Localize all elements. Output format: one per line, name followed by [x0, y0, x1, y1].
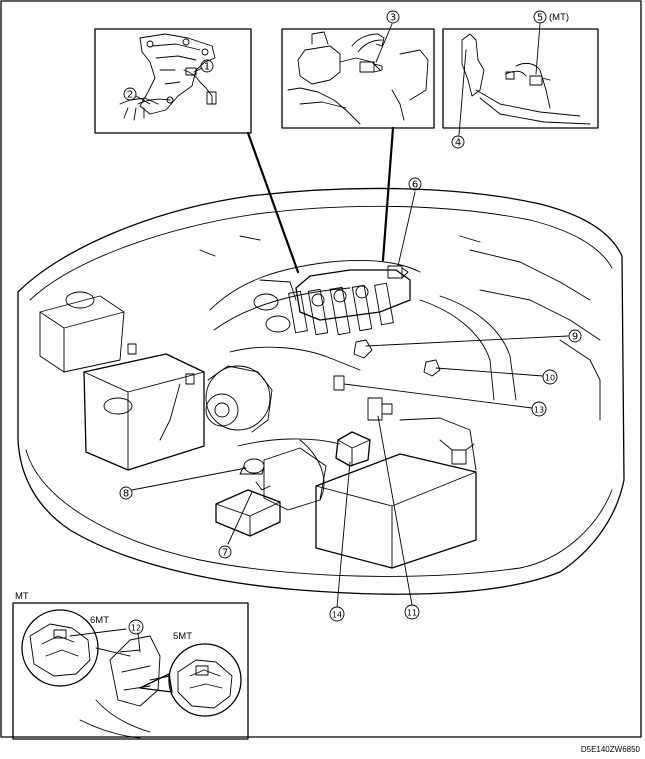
- bracket-right: [439, 439, 475, 465]
- leader-left-inset: [246, 131, 300, 274]
- callout-6: 6: [408, 177, 422, 191]
- callout-10: 10: [542, 369, 558, 385]
- callout-7: 7: [218, 545, 232, 559]
- callout-11-text: 11: [407, 609, 417, 618]
- callout-14: 14: [329, 606, 345, 622]
- callout-12: 12: [128, 619, 144, 635]
- callout-2-text: 2: [127, 90, 133, 101]
- callout-13: 13: [531, 401, 547, 417]
- leader-middle-inset: [381, 126, 395, 262]
- six-mt-label: 6MT: [90, 615, 109, 626]
- callout-4: 4: [451, 135, 465, 149]
- component-13-sensor: [333, 375, 345, 391]
- component-7-module: [215, 481, 281, 537]
- figure-code: D5E140ZW6850: [581, 745, 641, 754]
- component-14-sensor: [335, 431, 371, 467]
- engine-bay: [17, 187, 625, 595]
- callout-6-text: 6: [412, 180, 418, 191]
- component-11-sensor: [367, 397, 393, 421]
- component-10-sensor: [423, 359, 441, 377]
- component-6-sensor: [387, 265, 409, 279]
- component-9-sensor: [353, 339, 373, 359]
- callout-7-text: 7: [222, 548, 228, 559]
- inset-box-middle: [281, 28, 435, 129]
- component-8-sensor: [239, 458, 265, 475]
- callout-8: 8: [119, 486, 133, 500]
- callout-13-text: 13: [534, 406, 544, 415]
- callout-14-text: 14: [332, 611, 342, 620]
- five-mt-label: 5MT: [173, 631, 192, 642]
- callout-1: 1: [200, 59, 214, 73]
- callout-8-text: 8: [123, 489, 129, 500]
- callout-5-text: 5: [537, 13, 543, 24]
- callout-leaders: [131, 23, 569, 608]
- callout-11: 11: [404, 604, 420, 620]
- callout-1-text: 1: [204, 62, 210, 73]
- callout-10-text: 10: [545, 374, 555, 383]
- callout-5: 5 (MT): [533, 10, 569, 24]
- callout-12-text: 12: [131, 624, 141, 633]
- callout-2: 2: [123, 87, 137, 101]
- inset-box-left: [94, 28, 252, 134]
- callout-9: 9: [568, 329, 582, 343]
- inset-box-right: [442, 28, 599, 129]
- callout-5-suffix: (MT): [549, 12, 569, 23]
- callout-3-text: 3: [390, 13, 396, 24]
- callout-12-leader-b: [137, 632, 141, 653]
- inset-mt-label: MT: [15, 591, 29, 602]
- callout-12-leader-a: [69, 628, 127, 637]
- figure-frame: [0, 0, 642, 738]
- inset-box-mt: [12, 602, 249, 740]
- callout-4-text: 4: [455, 138, 461, 149]
- callout-3: 3: [386, 10, 400, 24]
- callout-9-text: 9: [572, 332, 578, 343]
